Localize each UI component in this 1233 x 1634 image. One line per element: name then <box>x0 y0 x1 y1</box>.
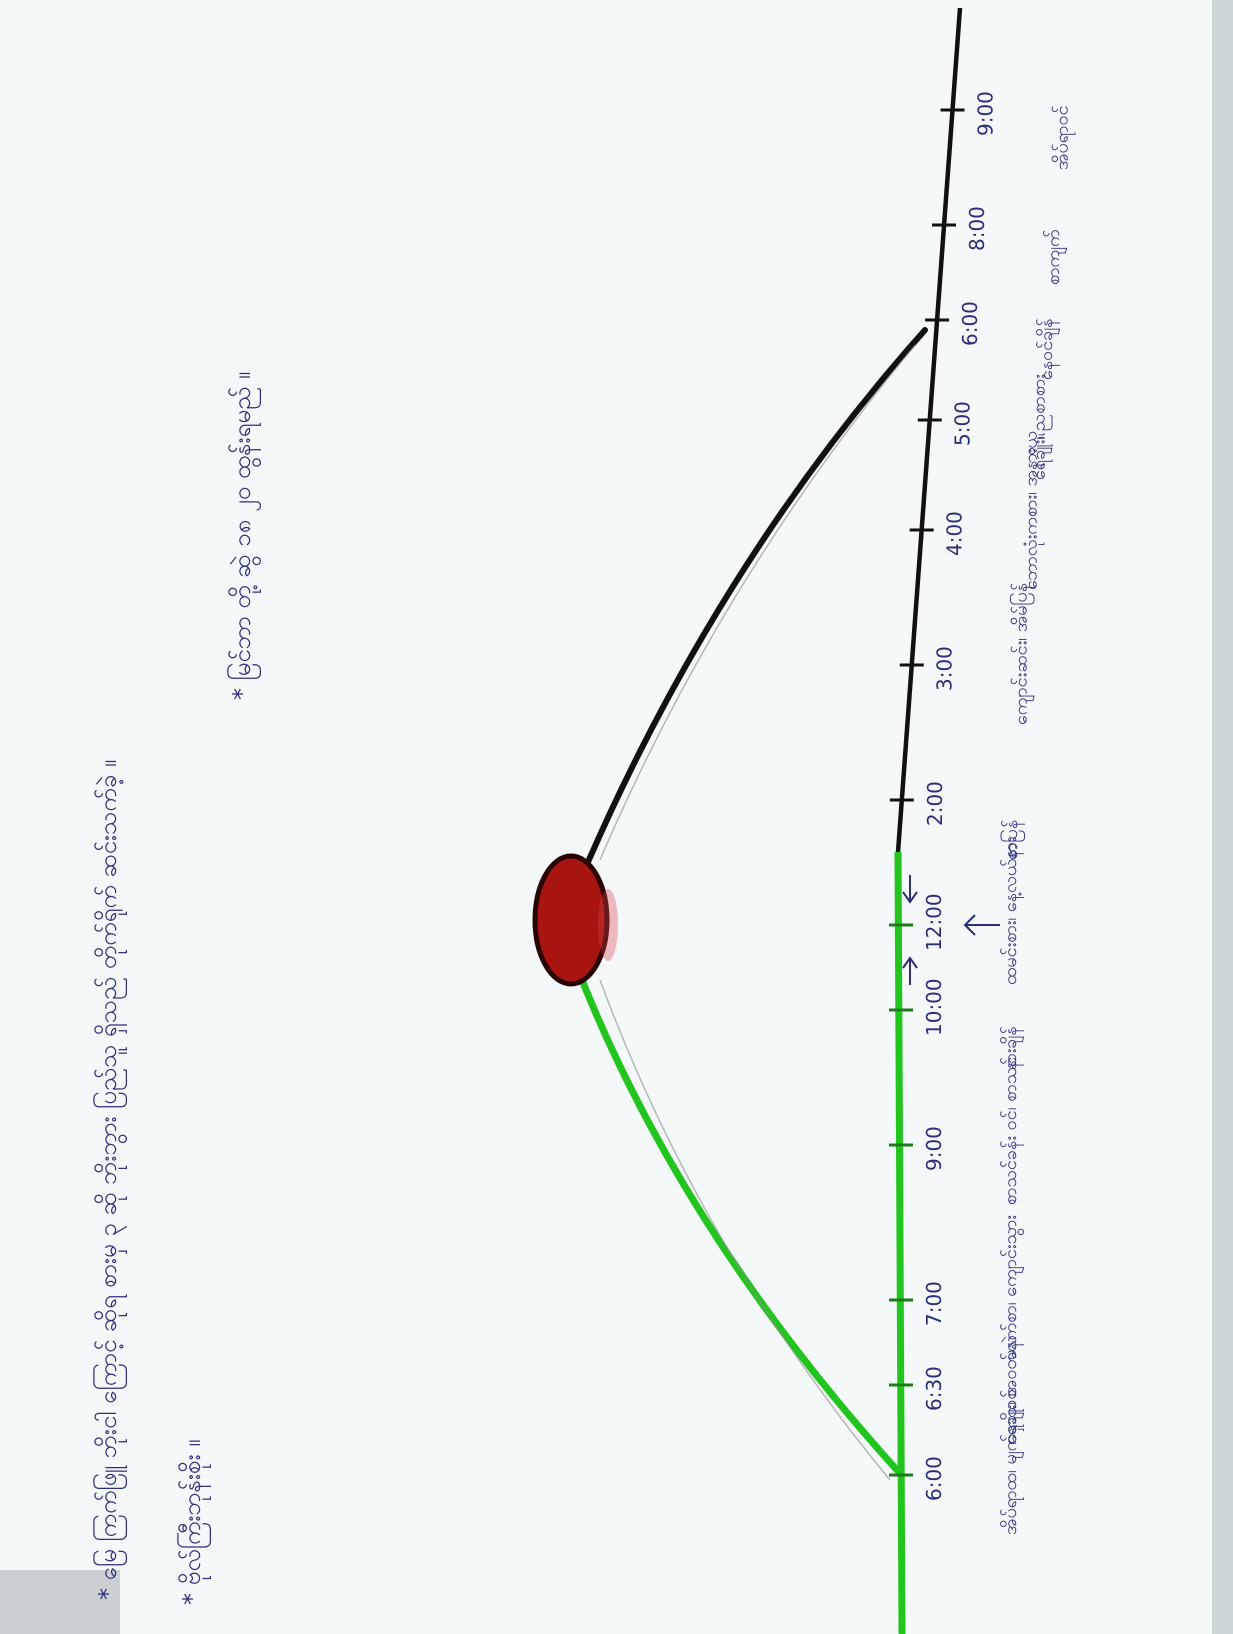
time-label: 8:00 <box>965 206 989 251</box>
activity-label: စာကျက် <box>1043 229 1067 285</box>
activity-label: စာသင်ခန်း ဝင်၊ စာသင် <box>1000 1057 1024 1205</box>
time-label: 6:00 <box>958 301 982 346</box>
time-label: 12:00 <box>922 893 946 951</box>
time-label: 3:00 <box>933 646 957 691</box>
time-label: 6:00 <box>922 1456 946 1501</box>
activity-label: နားချိန် <box>1000 1026 1024 1070</box>
sun-path-morning <box>574 966 901 1474</box>
activity-label: အိပ်ရာဝင် <box>1052 105 1076 170</box>
activity-label: မနက်စာ၊ ကျောင်းသွား <box>1000 1215 1024 1360</box>
time-label: 10:00 <box>922 978 946 1036</box>
activity-label: စာပြန် <box>1000 820 1025 860</box>
activity-label: ဘောလုံးကစား၊ အနားယူ <box>1021 431 1045 590</box>
time-label: 2:00 <box>923 781 947 826</box>
timeline-ticks: 6:00 အိပ်ရာထ၊ မျက်နှာသစ် 6:30 ရေချိုး၊ အဝတ်… <box>889 91 1076 1535</box>
noon-pointer-arrow <box>963 914 1000 936</box>
sun-path-pencil-guide <box>599 344 916 1481</box>
activity-label: ထမင်းစား၊ နေ့လယ်နား <box>1000 837 1024 985</box>
time-label: 9:00 <box>974 91 998 136</box>
paper-edge-bottom-shadow <box>0 1570 120 1634</box>
sun-smudge <box>598 889 618 961</box>
activity-label: ရေချိုး၊ ညစာစား <box>1029 374 1053 480</box>
noon-arrow-up <box>902 875 918 904</box>
noon-arrow-down <box>902 956 918 985</box>
paper-edge-right <box>1212 0 1233 1634</box>
activity-label: နေဝင်ချိန် <box>1036 319 1060 380</box>
time-label: 6:30 <box>922 1366 946 1411</box>
activity-label: အိပ်ရာထ၊ မျက်နှာသစ် <box>1000 1390 1024 1535</box>
time-label: 7:00 <box>922 1281 946 1326</box>
time-label: 4:00 <box>943 511 967 556</box>
sun-icon <box>532 853 610 987</box>
timeline-axis-morning <box>894 851 906 1634</box>
time-label: 5:00 <box>951 401 975 446</box>
sun-path-afternoon <box>585 327 928 865</box>
timeline-axis-evening <box>895 7 963 853</box>
note-teacher: * ဗိုလ်ကြီးဘုန်းစိုး ။ <box>176 1439 211 1605</box>
activity-label: ကျောင်းဆင်း၊ အိမ်ပြန် <box>1010 583 1035 725</box>
activity-label: ရေချိုး၊ အဝတ်လဲ <box>1000 1335 1024 1445</box>
time-label: 9:00 <box>922 1126 946 1171</box>
